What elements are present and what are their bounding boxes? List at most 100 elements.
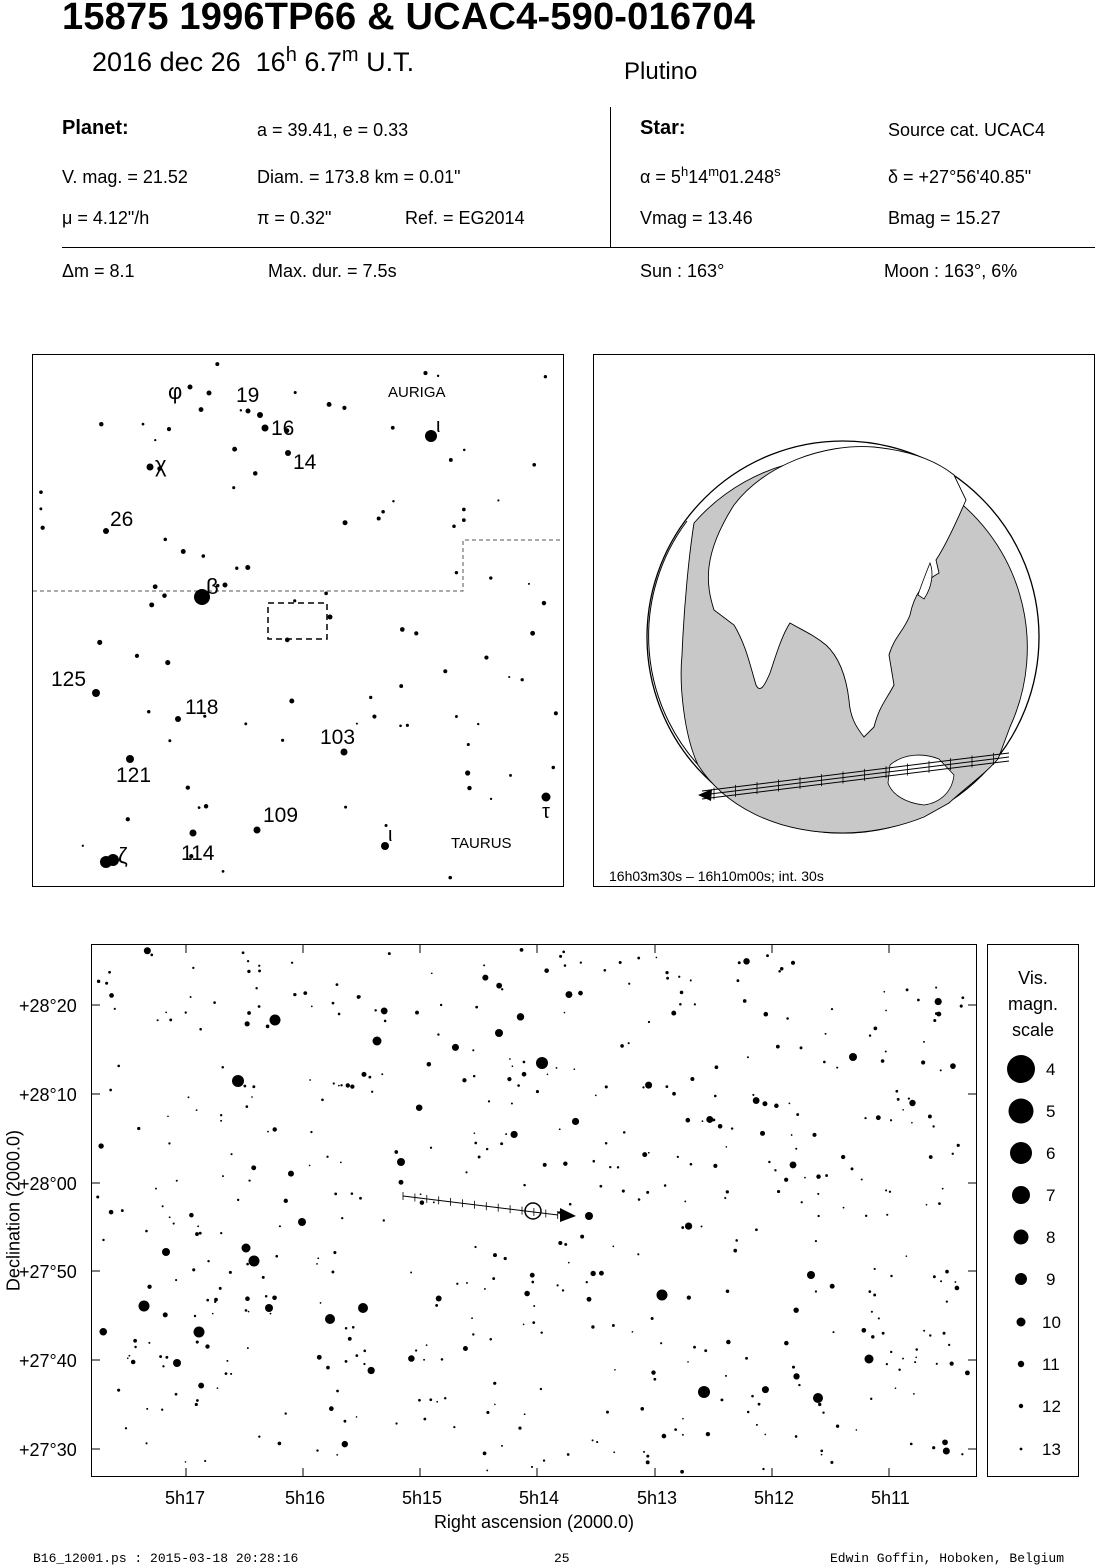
constellation-taurus: TAURUS [451, 835, 512, 852]
finder-chart: AURIGA TAURUS φ 19 16 14 χ ι 26 β 125 11… [32, 354, 564, 887]
field-star [247, 1310, 250, 1313]
field-star [293, 992, 297, 997]
field-star [776, 1189, 781, 1194]
finder-star [462, 507, 466, 512]
field-star [436, 1400, 439, 1403]
field-star [676, 1155, 679, 1159]
field-star [736, 979, 740, 983]
field-star [529, 1272, 535, 1278]
finder-star [425, 430, 437, 442]
field-star [336, 1389, 339, 1393]
finder-star [369, 695, 373, 700]
footer-page: 25 [554, 1551, 570, 1566]
field-star [860, 1178, 863, 1181]
finder-star [448, 458, 453, 462]
finder-star [390, 425, 395, 430]
field-star [724, 1374, 727, 1377]
finder-star [289, 698, 295, 704]
field-star [269, 1312, 272, 1315]
field-star [746, 1056, 749, 1059]
finder-star [436, 374, 440, 378]
field-star [466, 1282, 468, 1284]
magnitude-scale-title: Vis. magn. scale [1007, 968, 1059, 1040]
field-star [319, 1302, 322, 1304]
field-star [909, 1442, 913, 1446]
finder-star [215, 362, 220, 367]
field-star [333, 1250, 337, 1255]
finder-star [257, 412, 263, 418]
finder-star [168, 739, 172, 743]
field-star [161, 1205, 164, 1208]
field-star [647, 1151, 650, 1154]
field-star [890, 1274, 893, 1278]
finder-star [99, 421, 104, 427]
field-star [316, 1263, 318, 1265]
field-star [909, 1099, 916, 1107]
planet-diameter: Diam. = 173.8 km = 0.01" [257, 167, 461, 187]
finder-star [293, 599, 297, 603]
field-star [462, 1345, 468, 1351]
finder-star [39, 507, 43, 511]
field-star [861, 1327, 867, 1333]
field-star [220, 1119, 223, 1122]
field-star [761, 1386, 769, 1394]
field-star [864, 1354, 874, 1364]
star-label-26: 26 [110, 508, 133, 531]
field-star [423, 1358, 426, 1361]
field-star [451, 1043, 459, 1051]
finder-star [281, 738, 285, 742]
field-star [871, 1335, 875, 1339]
field-star [895, 1089, 899, 1093]
field-star [162, 1248, 170, 1256]
field-star [558, 1128, 561, 1131]
field-star [746, 1410, 750, 1414]
finder-star [189, 829, 197, 837]
star-label-tau: τ [542, 801, 550, 823]
scale-label: 5 [1046, 1102, 1055, 1121]
field-star [700, 1225, 703, 1228]
scale-dot-4 [1007, 1055, 1035, 1083]
field-star [493, 1253, 497, 1258]
field-star [493, 1381, 497, 1385]
field-star [472, 1333, 475, 1336]
field-star [884, 1050, 887, 1053]
field-star [423, 1417, 427, 1421]
field-star [303, 991, 308, 995]
field-star [275, 1254, 279, 1258]
field-star [594, 1094, 597, 1097]
field-star [945, 1269, 949, 1274]
field-star [150, 953, 154, 957]
field-star [356, 995, 361, 999]
field-star [230, 1153, 233, 1156]
field-star [363, 1349, 367, 1353]
finder-star [39, 490, 43, 495]
star-label-zeta: ζ [118, 843, 128, 868]
field-star [544, 968, 549, 973]
field-star [398, 1179, 404, 1185]
field-star [264, 1295, 268, 1298]
scale-dot-6 [1010, 1142, 1032, 1164]
field-star [925, 1203, 928, 1206]
field-star [165, 1355, 169, 1359]
field-star [591, 1439, 594, 1442]
field-star [864, 1117, 867, 1120]
finder-stars [39, 362, 558, 880]
field-star [102, 1238, 105, 1242]
field-star [138, 1300, 150, 1312]
field-star [823, 1060, 826, 1064]
field-star [221, 1175, 224, 1178]
field-star [145, 1229, 148, 1233]
scale-label: 13 [1042, 1440, 1061, 1459]
field-star [942, 1439, 948, 1446]
field-star [775, 1044, 780, 1049]
finder-star [462, 448, 466, 452]
field-star [453, 1426, 456, 1429]
field-star [205, 1344, 210, 1349]
field-star [637, 1253, 640, 1256]
field-star [317, 1257, 320, 1260]
field-star [435, 1303, 439, 1307]
field-star [432, 1201, 435, 1204]
finder-star [103, 528, 109, 534]
field-star [117, 1064, 121, 1068]
field-star [507, 1077, 512, 1082]
